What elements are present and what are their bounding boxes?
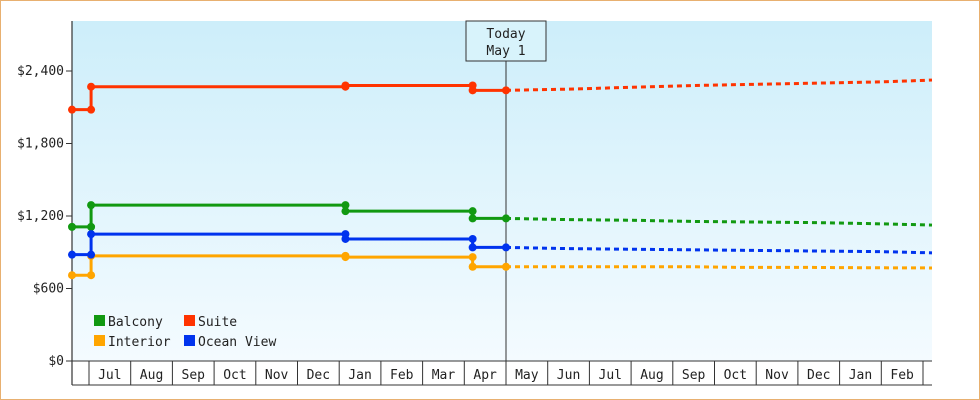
legend-label-balcony: Balcony xyxy=(108,315,163,330)
x-axis-boxes: Jul Aug Sep Oct Nov Dec Jan Feb Mar Apr May Jun Jul A… xyxy=(72,361,932,386)
data-point-ocean-view[interactable] xyxy=(68,250,76,259)
x-month-label: Dec xyxy=(307,368,330,383)
legend-swatch-interior xyxy=(94,335,105,346)
x-month-label: Sep xyxy=(682,368,706,383)
today-box xyxy=(465,20,547,62)
legend-label-interior: Interior xyxy=(108,335,171,350)
data-point-balcony[interactable] xyxy=(341,207,350,216)
x-month-label: Jun xyxy=(557,368,580,383)
x-month-label: Nov xyxy=(265,368,289,383)
x-month-label: Oct xyxy=(223,368,246,383)
series-layer xyxy=(68,78,933,280)
data-point-ocean-view[interactable] xyxy=(87,250,96,259)
legend-swatch-balcony xyxy=(94,315,105,326)
x-month-label: Apr xyxy=(473,368,497,383)
data-point-suite[interactable] xyxy=(87,105,96,114)
forecast-line-interior xyxy=(506,265,933,270)
x-month-label: Aug xyxy=(640,368,663,383)
y-tick-label: $1,200 xyxy=(17,209,64,224)
data-point-suite[interactable] xyxy=(341,81,350,90)
data-point-ocean-view[interactable] xyxy=(87,230,96,239)
series-suite xyxy=(68,78,933,114)
data-point-suite[interactable] xyxy=(502,86,510,95)
y-tick-label: $600 xyxy=(33,282,64,297)
x-month-label: Aug xyxy=(140,368,163,383)
x-month-label: Oct xyxy=(724,368,747,383)
data-point-interior[interactable] xyxy=(468,262,477,271)
data-point-balcony[interactable] xyxy=(341,201,350,210)
x-month-label: May xyxy=(515,368,539,383)
x-month-label: Jan xyxy=(348,368,371,383)
legend: Balcony Suite Interior Ocean View xyxy=(94,315,276,350)
x-month-label: Dec xyxy=(807,368,830,383)
data-point-suite[interactable] xyxy=(87,82,96,91)
x-month-label: Jan xyxy=(849,368,872,383)
y-axis: $0 $600 $1,200 $1,800 $2,400 xyxy=(17,64,72,369)
y-tick-label: $2,400 xyxy=(17,64,64,79)
data-point-suite[interactable] xyxy=(68,105,76,114)
today-marker: Today May 1 xyxy=(465,20,547,62)
y-tick-label: $0 xyxy=(48,354,64,369)
data-point-interior[interactable] xyxy=(468,253,477,262)
today-date: May 1 xyxy=(486,44,525,59)
x-month-label: Jul xyxy=(98,368,121,383)
data-point-balcony[interactable] xyxy=(502,214,510,223)
legend-swatch-suite xyxy=(184,315,195,326)
data-point-interior[interactable] xyxy=(68,271,76,280)
legend-label-ocean-view: Ocean View xyxy=(198,335,276,350)
x-month-label: Nov xyxy=(765,368,789,383)
legend-swatch-ocean-view xyxy=(184,335,195,346)
x-month-label: Jul xyxy=(599,368,622,383)
data-point-interior[interactable] xyxy=(87,271,96,280)
y-tick-label: $1,800 xyxy=(17,137,64,152)
legend-label-suite: Suite xyxy=(198,315,237,330)
data-point-balcony[interactable] xyxy=(87,222,96,231)
series-ocean-view xyxy=(68,230,933,259)
data-point-balcony[interactable] xyxy=(468,214,477,223)
data-point-suite[interactable] xyxy=(468,86,477,95)
data-point-balcony[interactable] xyxy=(68,222,76,231)
forecast-line-balcony xyxy=(505,216,933,227)
series-balcony xyxy=(68,201,933,231)
x-month-label: Feb xyxy=(390,368,414,383)
forecast-line-suite xyxy=(505,78,933,92)
x-month-label: Feb xyxy=(890,368,914,383)
today-label: Today xyxy=(486,27,525,42)
data-point-balcony[interactable] xyxy=(468,207,477,216)
data-point-interior[interactable] xyxy=(502,262,510,271)
x-month-label: Sep xyxy=(182,368,206,383)
data-point-interior[interactable] xyxy=(341,253,350,262)
data-point-balcony[interactable] xyxy=(87,201,96,210)
data-point-ocean-view[interactable] xyxy=(341,234,350,243)
plot-area xyxy=(72,21,932,361)
x-month-label: Mar xyxy=(432,368,456,383)
data-point-ocean-view[interactable] xyxy=(468,243,477,252)
data-point-ocean-view[interactable] xyxy=(468,234,477,243)
data-point-ocean-view[interactable] xyxy=(502,243,510,252)
forecast-line-ocean-view xyxy=(505,245,933,255)
